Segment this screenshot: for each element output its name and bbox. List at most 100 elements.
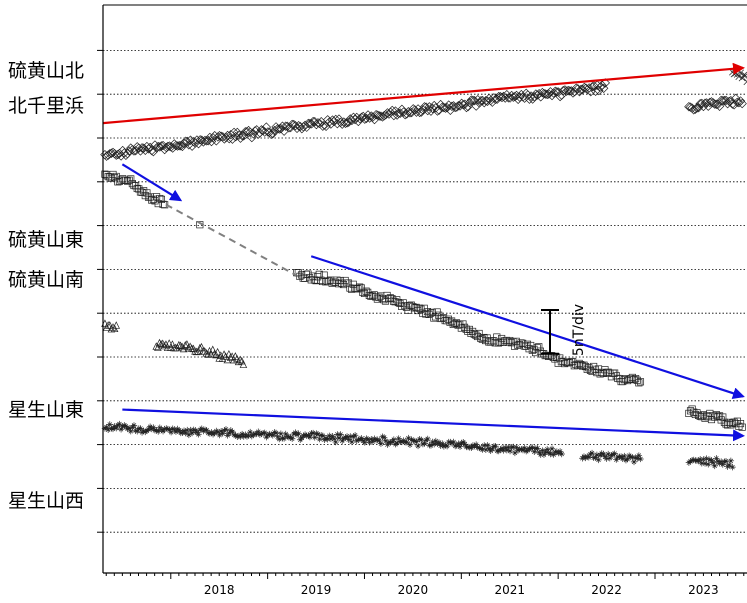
data-point: [260, 127, 270, 137]
data-point: [134, 428, 141, 435]
data-point: [242, 126, 252, 137]
data-point: [226, 353, 235, 361]
data-point: [379, 433, 386, 440]
data-point: [736, 420, 745, 428]
x-tick-label: 2023: [688, 583, 719, 597]
series-points: [101, 420, 736, 471]
data-point: [169, 425, 176, 432]
data-point: [373, 110, 383, 120]
data-point: [544, 89, 554, 99]
data-point: [706, 456, 714, 463]
data-point: [148, 146, 159, 157]
station-label: 硫黄山南: [8, 269, 84, 291]
data-point: [132, 427, 139, 434]
data-point: [195, 431, 202, 438]
data-point: [535, 343, 543, 351]
data-point: [363, 435, 370, 442]
data-point: [318, 121, 328, 131]
data-point: [185, 431, 193, 439]
data-point: [563, 85, 573, 96]
data-point: [106, 421, 113, 428]
station-label: 星生山西: [8, 490, 84, 512]
data-point: [356, 435, 364, 443]
data-point: [155, 428, 162, 435]
data-point: [106, 148, 117, 158]
data-point: [181, 341, 190, 349]
data-point: [229, 428, 236, 436]
data-point: [411, 437, 419, 445]
data-point: [202, 349, 211, 357]
data-point: [450, 438, 457, 446]
data-point: [548, 88, 559, 98]
data-point: [506, 447, 514, 455]
data-point: [337, 431, 344, 438]
data-point: [705, 461, 712, 468]
data-point: [552, 448, 559, 456]
data-point: [406, 441, 414, 448]
data-point: [731, 93, 741, 104]
data-point: [514, 447, 522, 454]
x-tick-label: 2019: [301, 583, 332, 597]
data-point: [432, 437, 440, 445]
data-point: [266, 430, 273, 438]
data-point: [523, 448, 530, 455]
data-point: [531, 89, 541, 99]
data-point: [600, 78, 610, 88]
data-point: [310, 117, 320, 127]
data-point: [182, 136, 192, 147]
data-point: [235, 133, 246, 143]
data-point: [592, 454, 599, 461]
data-point: [379, 111, 389, 121]
data-point: [469, 96, 480, 106]
data-point: [224, 432, 231, 439]
data-point: [398, 107, 409, 117]
data-point: [613, 456, 620, 463]
data-point: [393, 439, 401, 447]
data-point: [109, 323, 117, 331]
data-point: [130, 422, 138, 429]
data-point: [165, 339, 173, 347]
data-point: [435, 439, 443, 446]
data-point: [726, 96, 736, 106]
data-point: [421, 102, 431, 112]
data-point: [550, 451, 557, 458]
data-point: [163, 425, 170, 432]
data-point: [387, 105, 397, 116]
data-point: [376, 111, 386, 121]
data-point: [256, 431, 264, 438]
data-point: [632, 454, 639, 461]
data-point: [327, 435, 335, 443]
data-point: [161, 425, 168, 433]
data-point: [253, 430, 260, 438]
data-point: [205, 132, 215, 143]
data-point: [481, 442, 488, 449]
data-point: [193, 138, 204, 149]
data-point: [117, 426, 125, 433]
data-point: [710, 99, 720, 109]
data-point: [272, 429, 280, 437]
axes: 2018 2019 2020 2021 2022 2023: [97, 4, 747, 597]
data-point: [511, 90, 522, 101]
data-point: [719, 461, 726, 468]
data-point: [364, 436, 372, 443]
data-point: [116, 420, 123, 428]
data-point: [175, 340, 183, 349]
data-point: [519, 446, 527, 454]
data-point: [184, 426, 191, 434]
data-point: [363, 110, 373, 120]
data-point: [395, 108, 405, 118]
data-point: [709, 459, 717, 466]
data-point: [101, 151, 112, 161]
data-point: [542, 449, 549, 456]
data-point: [208, 345, 217, 354]
data-point: [201, 426, 209, 433]
data-point: [232, 127, 242, 138]
trend-arrow: [102, 62, 745, 125]
data-point: [319, 432, 327, 439]
data-point: [125, 425, 133, 432]
data-point: [456, 443, 464, 450]
data-point: [513, 444, 520, 451]
data-point: [484, 442, 491, 449]
data-point: [171, 140, 181, 151]
data-point: [343, 433, 351, 440]
